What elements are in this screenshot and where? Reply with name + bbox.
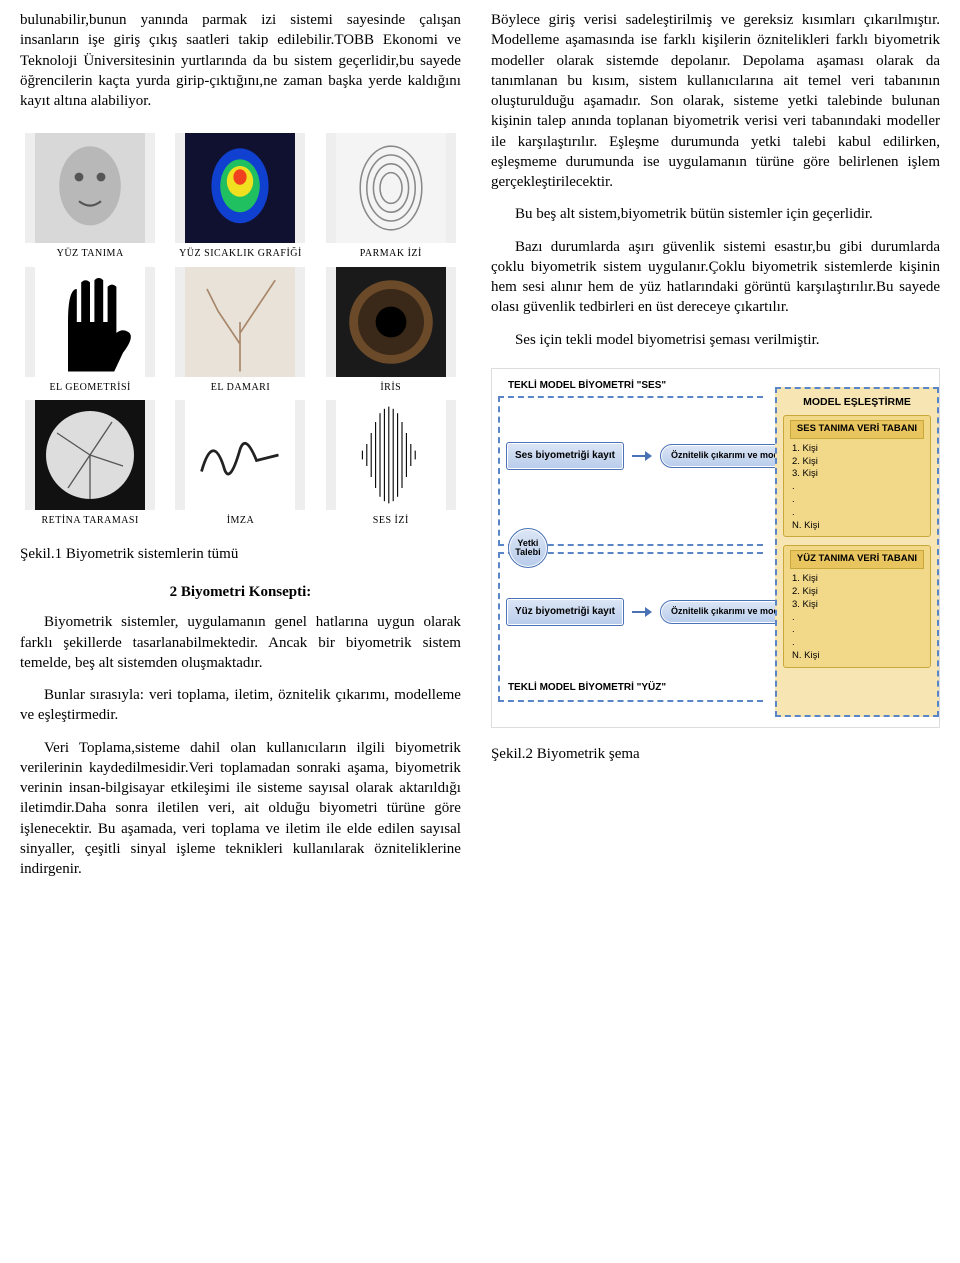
thumb-face	[25, 133, 155, 243]
node-ses-kayit: Ses biyometriği kayıt	[506, 442, 624, 470]
grid-cell-voice: SES İZİ	[321, 400, 461, 528]
right-para-1: Böylece giriş verisi sadeleştirilmiş ve …	[491, 10, 940, 192]
db-row: N. Kişi	[790, 650, 924, 663]
cap-2: PARMAK İZİ	[360, 247, 422, 261]
cap-0: YÜZ TANIMA	[57, 247, 124, 261]
db-yuz-head: YÜZ TANIMA VERİ TABANI	[790, 550, 924, 569]
db-row: .	[790, 494, 924, 507]
grid-cell-yuz: YÜZ TANIMA	[20, 133, 160, 261]
cap-4: EL DAMARI	[211, 381, 270, 395]
thumb-iris	[326, 267, 456, 377]
db-row: 2. Kişi	[790, 456, 924, 469]
biometrics-grid: YÜZ TANIMA YÜZ SICAKLIK GRAFİĞİ PARMAK İ…	[20, 133, 461, 528]
db-row: .	[790, 637, 924, 650]
db-row: N. Kişi	[790, 520, 924, 533]
storage-panel: MODEL EŞLEŞTİRME SES TANIMA VERİ TABANI …	[775, 387, 939, 717]
db-ses-head: SES TANIMA VERİ TABANI	[790, 420, 924, 439]
db-row: 1. Kişi	[790, 443, 924, 456]
db-yuz: YÜZ TANIMA VERİ TABANI 1. Kişi 2. Kişi 3…	[783, 545, 931, 668]
left-para-3: Bunlar sırasıyla: veri toplama, iletim, …	[20, 685, 461, 726]
db-row: .	[790, 507, 924, 520]
flow-top-strip: Ses biyometriği kayıt Öznitelik çıkarımı…	[498, 396, 763, 546]
thumb-thermal	[175, 133, 305, 243]
grid-cell-retina: RETİNA TARAMASI	[20, 400, 160, 528]
grid-cell-vein: EL DAMARI	[170, 267, 310, 395]
db-row: .	[790, 624, 924, 637]
figure1-label: Şekil.1 Biyometrik sistemlerin tümü	[20, 544, 461, 564]
grid-cell-thermal: YÜZ SICAKLIK GRAFİĞİ	[170, 133, 310, 261]
thumb-finger	[326, 133, 456, 243]
grid-cell-iris: İRİS	[321, 267, 461, 395]
node-yetki-wrap: Yetki Talebi	[508, 528, 548, 568]
db-row: 1. Kişi	[790, 573, 924, 586]
right-para-2: Bu beş alt sistem,biyometrik bütün siste…	[491, 204, 940, 224]
db-row: 3. Kişi	[790, 468, 924, 481]
right-para-3: Bazı durumlarda aşırı güvenlik sistemi e…	[491, 237, 940, 318]
flow-bottom-strip: Yüz biyometriği kayıt Öznitelik çıkarımı…	[498, 552, 763, 702]
thumb-voice	[326, 400, 456, 510]
db-row: 2. Kişi	[790, 586, 924, 599]
arrow-icon	[632, 608, 652, 616]
left-column: bulunabilir,bunun yanında parmak izi sis…	[20, 10, 461, 891]
cap-3: EL GEOMETRİSİ	[49, 381, 130, 395]
left-para-2: Biyometrik sistemler, uygulamanın genel …	[20, 612, 461, 673]
left-para-1: bulunabilir,bunun yanında parmak izi sis…	[20, 10, 461, 111]
cap-5: İRİS	[380, 381, 401, 395]
node-yuz-kayit: Yüz biyometriği kayıt	[506, 598, 624, 626]
db-row: .	[790, 612, 924, 625]
right-para-4: Ses için tekli model biyometrisi şeması …	[491, 330, 940, 350]
left-para-4: Veri Toplama,sisteme dahil olan kullanıc…	[20, 738, 461, 880]
cap-7: İMZA	[227, 514, 255, 528]
node-yetki: Yetki Talebi	[508, 528, 548, 568]
cap-8: SES İZİ	[373, 514, 409, 528]
thumb-sig	[175, 400, 305, 510]
grid-cell-sig: İMZA	[170, 400, 310, 528]
grid-cell-hand: EL GEOMETRİSİ	[20, 267, 160, 395]
figure2-label: Şekil.2 Biyometrik şema	[491, 744, 940, 764]
arrow-icon	[632, 452, 652, 460]
cap-6: RETİNA TARAMASI	[41, 514, 138, 528]
db-row: 3. Kişi	[790, 599, 924, 612]
db-row: .	[790, 481, 924, 494]
storage-title: MODEL EŞLEŞTİRME	[783, 395, 931, 409]
right-column: Böylece giriş verisi sadeleştirilmiş ve …	[491, 10, 940, 891]
flow-bottom-label: TEKLİ MODEL BİYOMETRİ "YÜZ"	[508, 679, 666, 699]
grid-cell-finger: PARMAK İZİ	[321, 133, 461, 261]
section-heading: 2 Biyometri Konsepti:	[20, 582, 461, 602]
thumb-retina	[25, 400, 155, 510]
flowchart: TEKLİ MODEL BİYOMETRİ "SES" Ses biyometr…	[491, 368, 940, 728]
db-ses: SES TANIMA VERİ TABANI 1. Kişi 2. Kişi 3…	[783, 415, 931, 538]
cap-1: YÜZ SICAKLIK GRAFİĞİ	[179, 247, 302, 261]
thumb-hand	[25, 267, 155, 377]
thumb-vein	[175, 267, 305, 377]
